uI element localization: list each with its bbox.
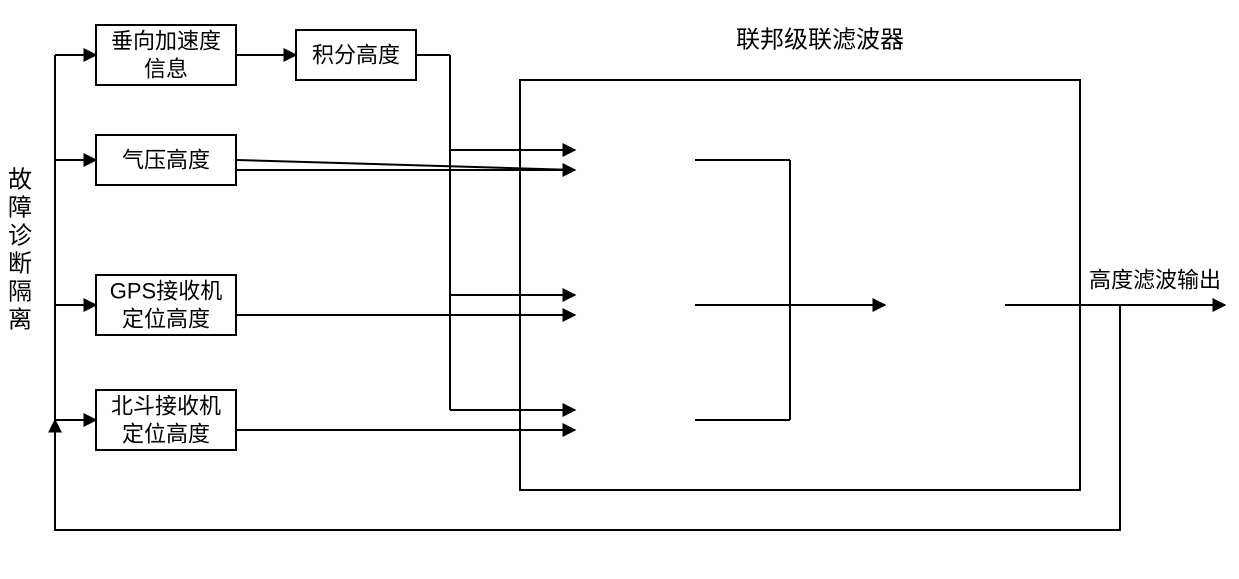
svg-text:垂向加速度: 垂向加速度 xyxy=(111,29,221,54)
svg-text:GPS接收机: GPS接收机 xyxy=(110,279,222,304)
svg-text:北斗接收机: 北斗接收机 xyxy=(111,394,221,419)
svg-text:隔: 隔 xyxy=(8,279,32,306)
svg-text:高度滤波输出: 高度滤波输出 xyxy=(1089,268,1221,293)
svg-text:气压高度: 气压高度 xyxy=(122,148,210,173)
svg-text:故: 故 xyxy=(8,167,32,194)
svg-text:信息: 信息 xyxy=(144,57,188,82)
svg-text:断: 断 xyxy=(8,251,32,278)
svg-text:障: 障 xyxy=(8,195,32,222)
svg-text:离: 离 xyxy=(8,307,32,334)
svg-text:联邦级联滤波器: 联邦级联滤波器 xyxy=(736,27,904,54)
svg-text:定位高度: 定位高度 xyxy=(122,307,210,332)
svg-text:定位高度: 定位高度 xyxy=(122,422,210,447)
svg-text:诊: 诊 xyxy=(8,223,32,250)
svg-text:积分高度: 积分高度 xyxy=(312,43,400,68)
